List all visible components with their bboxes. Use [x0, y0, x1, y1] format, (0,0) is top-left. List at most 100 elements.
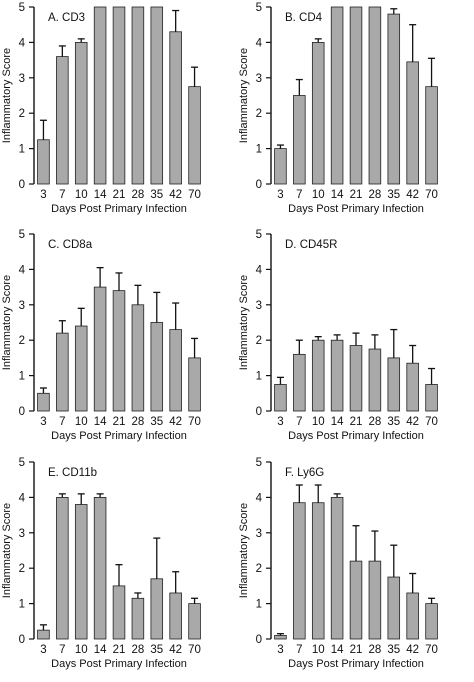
y-tick-label: 1 — [256, 371, 262, 383]
y-axis-label: Inflammatory Score — [1, 503, 13, 598]
bar-day-10 — [311, 502, 325, 640]
bar-day-7 — [293, 95, 306, 185]
y-axis-label: Inflammatory Score — [238, 503, 250, 598]
chart-panel-3: 0 1 2 3 4 5 3 7 10 14 21 28 35 42 70 C. CD8a Days Post P… — [0, 227, 237, 454]
bar-day-3 — [274, 148, 287, 185]
y-tick-label: 0 — [19, 634, 25, 646]
x-tick-label: 3 — [40, 416, 46, 428]
y-tick-label: 3 — [256, 300, 262, 312]
x-tick-label: 28 — [368, 416, 381, 428]
y-tick-label: 5 — [19, 457, 25, 469]
y-tick-label: 4 — [19, 492, 26, 504]
bar-day-7 — [293, 502, 306, 640]
y-tick-label: 0 — [256, 406, 262, 418]
x-tick-label: 21 — [350, 416, 363, 428]
bar-day-7 — [56, 56, 69, 185]
bar-day-10 — [311, 339, 325, 412]
panel-title: E. CD11b — [48, 467, 97, 479]
x-tick-label: 10 — [75, 416, 88, 428]
x-axis-label: Days Post Primary Infection — [288, 658, 424, 670]
bar-day-42 — [406, 592, 419, 640]
bar-day-21 — [112, 290, 126, 412]
x-tick-label: 10 — [312, 189, 325, 201]
y-tick-label: 3 — [19, 528, 25, 540]
x-tick-label: 10 — [75, 189, 88, 201]
chart-panel-2: 0 1 2 3 4 5 3 7 10 14 21 28 35 42 70 B. CD4 Days Post Pr… — [237, 0, 474, 227]
bar-day-3 — [37, 139, 50, 185]
y-tick-label: 3 — [19, 73, 25, 85]
y-tick-label: 3 — [256, 73, 262, 85]
y-tick-label: 5 — [256, 2, 262, 14]
bar-day-42 — [169, 31, 182, 185]
bar-day-42 — [169, 592, 182, 640]
bar-day-14 — [93, 497, 107, 640]
x-tick-label: 14 — [331, 416, 344, 428]
x-axis-label: Days Post Primary Infection — [51, 203, 187, 215]
bar-day-10 — [74, 504, 88, 640]
chart-panel-5: 0 1 2 3 4 5 3 7 10 14 21 28 35 42 70 E. CD11b Days Post … — [0, 455, 237, 682]
y-tick-label: 3 — [256, 528, 262, 540]
bar-day-3 — [274, 384, 287, 412]
chart-panel-6: 0 1 2 3 4 5 3 7 10 14 21 28 35 42 70 F. Ly6G Days Post P… — [237, 455, 474, 682]
bar-day-42 — [169, 329, 182, 412]
panel-title: B. CD4 — [285, 12, 323, 24]
x-tick-label: 7 — [296, 644, 302, 656]
x-tick-label: 70 — [188, 189, 201, 201]
y-tick-label: 2 — [19, 335, 25, 347]
x-tick-label: 21 — [350, 189, 363, 201]
bar-day-7 — [56, 497, 69, 640]
bar-day-70 — [188, 357, 201, 412]
bar-day-28 — [131, 6, 145, 185]
y-tick-label: 3 — [19, 300, 25, 312]
bar-day-28 — [131, 304, 145, 412]
bar-day-28 — [368, 560, 382, 640]
bar-day-70 — [188, 86, 201, 185]
x-tick-label: 7 — [59, 644, 65, 656]
y-axis-label: Inflammatory Score — [238, 275, 250, 370]
y-tick-label: 5 — [256, 457, 262, 469]
x-tick-label: 42 — [406, 416, 419, 428]
x-tick-label: 14 — [94, 189, 107, 201]
bar-day-14 — [93, 286, 107, 412]
x-tick-label: 21 — [113, 416, 126, 428]
bar-day-14 — [330, 497, 344, 640]
x-tick-label: 70 — [425, 644, 438, 656]
bar-day-14 — [330, 339, 344, 412]
bar-day-14 — [330, 6, 344, 185]
bar-day-10 — [74, 325, 88, 412]
bar-day-70 — [425, 384, 438, 412]
bar-day-21 — [349, 345, 363, 412]
x-tick-label: 42 — [169, 416, 182, 428]
x-tick-label: 14 — [331, 189, 344, 201]
x-tick-label: 14 — [331, 644, 344, 656]
x-tick-label: 35 — [150, 644, 163, 656]
x-axis-label: Days Post Primary Infection — [51, 658, 187, 670]
x-tick-label: 14 — [94, 416, 107, 428]
x-tick-label: 3 — [40, 644, 46, 656]
y-tick-label: 4 — [19, 37, 26, 49]
chart-panel-1: 0 1 2 3 4 5 3 7 10 14 21 28 35 42 70 A. CD3 Days Post Pr… — [0, 0, 237, 227]
y-tick-label: 2 — [256, 108, 262, 120]
y-axis-label: Inflammatory Score — [1, 48, 13, 143]
bar-day-14 — [93, 6, 107, 185]
y-tick-label: 0 — [19, 179, 25, 191]
bar-day-70 — [425, 86, 438, 185]
y-tick-label: 0 — [256, 179, 262, 191]
x-tick-label: 21 — [113, 644, 126, 656]
x-tick-label: 35 — [387, 189, 400, 201]
y-tick-label: 4 — [256, 37, 263, 49]
x-tick-label: 10 — [312, 644, 325, 656]
bar-day-35 — [387, 576, 401, 640]
bar-day-42 — [406, 61, 419, 185]
x-tick-label: 3 — [277, 644, 283, 656]
y-tick-label: 4 — [256, 492, 263, 504]
x-tick-label: 28 — [131, 189, 144, 201]
x-tick-label: 3 — [277, 189, 283, 201]
bar-day-35 — [150, 578, 164, 640]
y-tick-label: 0 — [19, 406, 25, 418]
x-tick-label: 10 — [75, 644, 88, 656]
x-axis-label: Days Post Primary Infection — [288, 203, 424, 215]
bar-day-35 — [387, 357, 401, 412]
x-tick-label: 70 — [188, 644, 201, 656]
chart-svg: 0 1 2 3 4 5 3 7 10 14 21 28 35 42 70 C. CD8a Days Post P… — [1, 229, 201, 442]
